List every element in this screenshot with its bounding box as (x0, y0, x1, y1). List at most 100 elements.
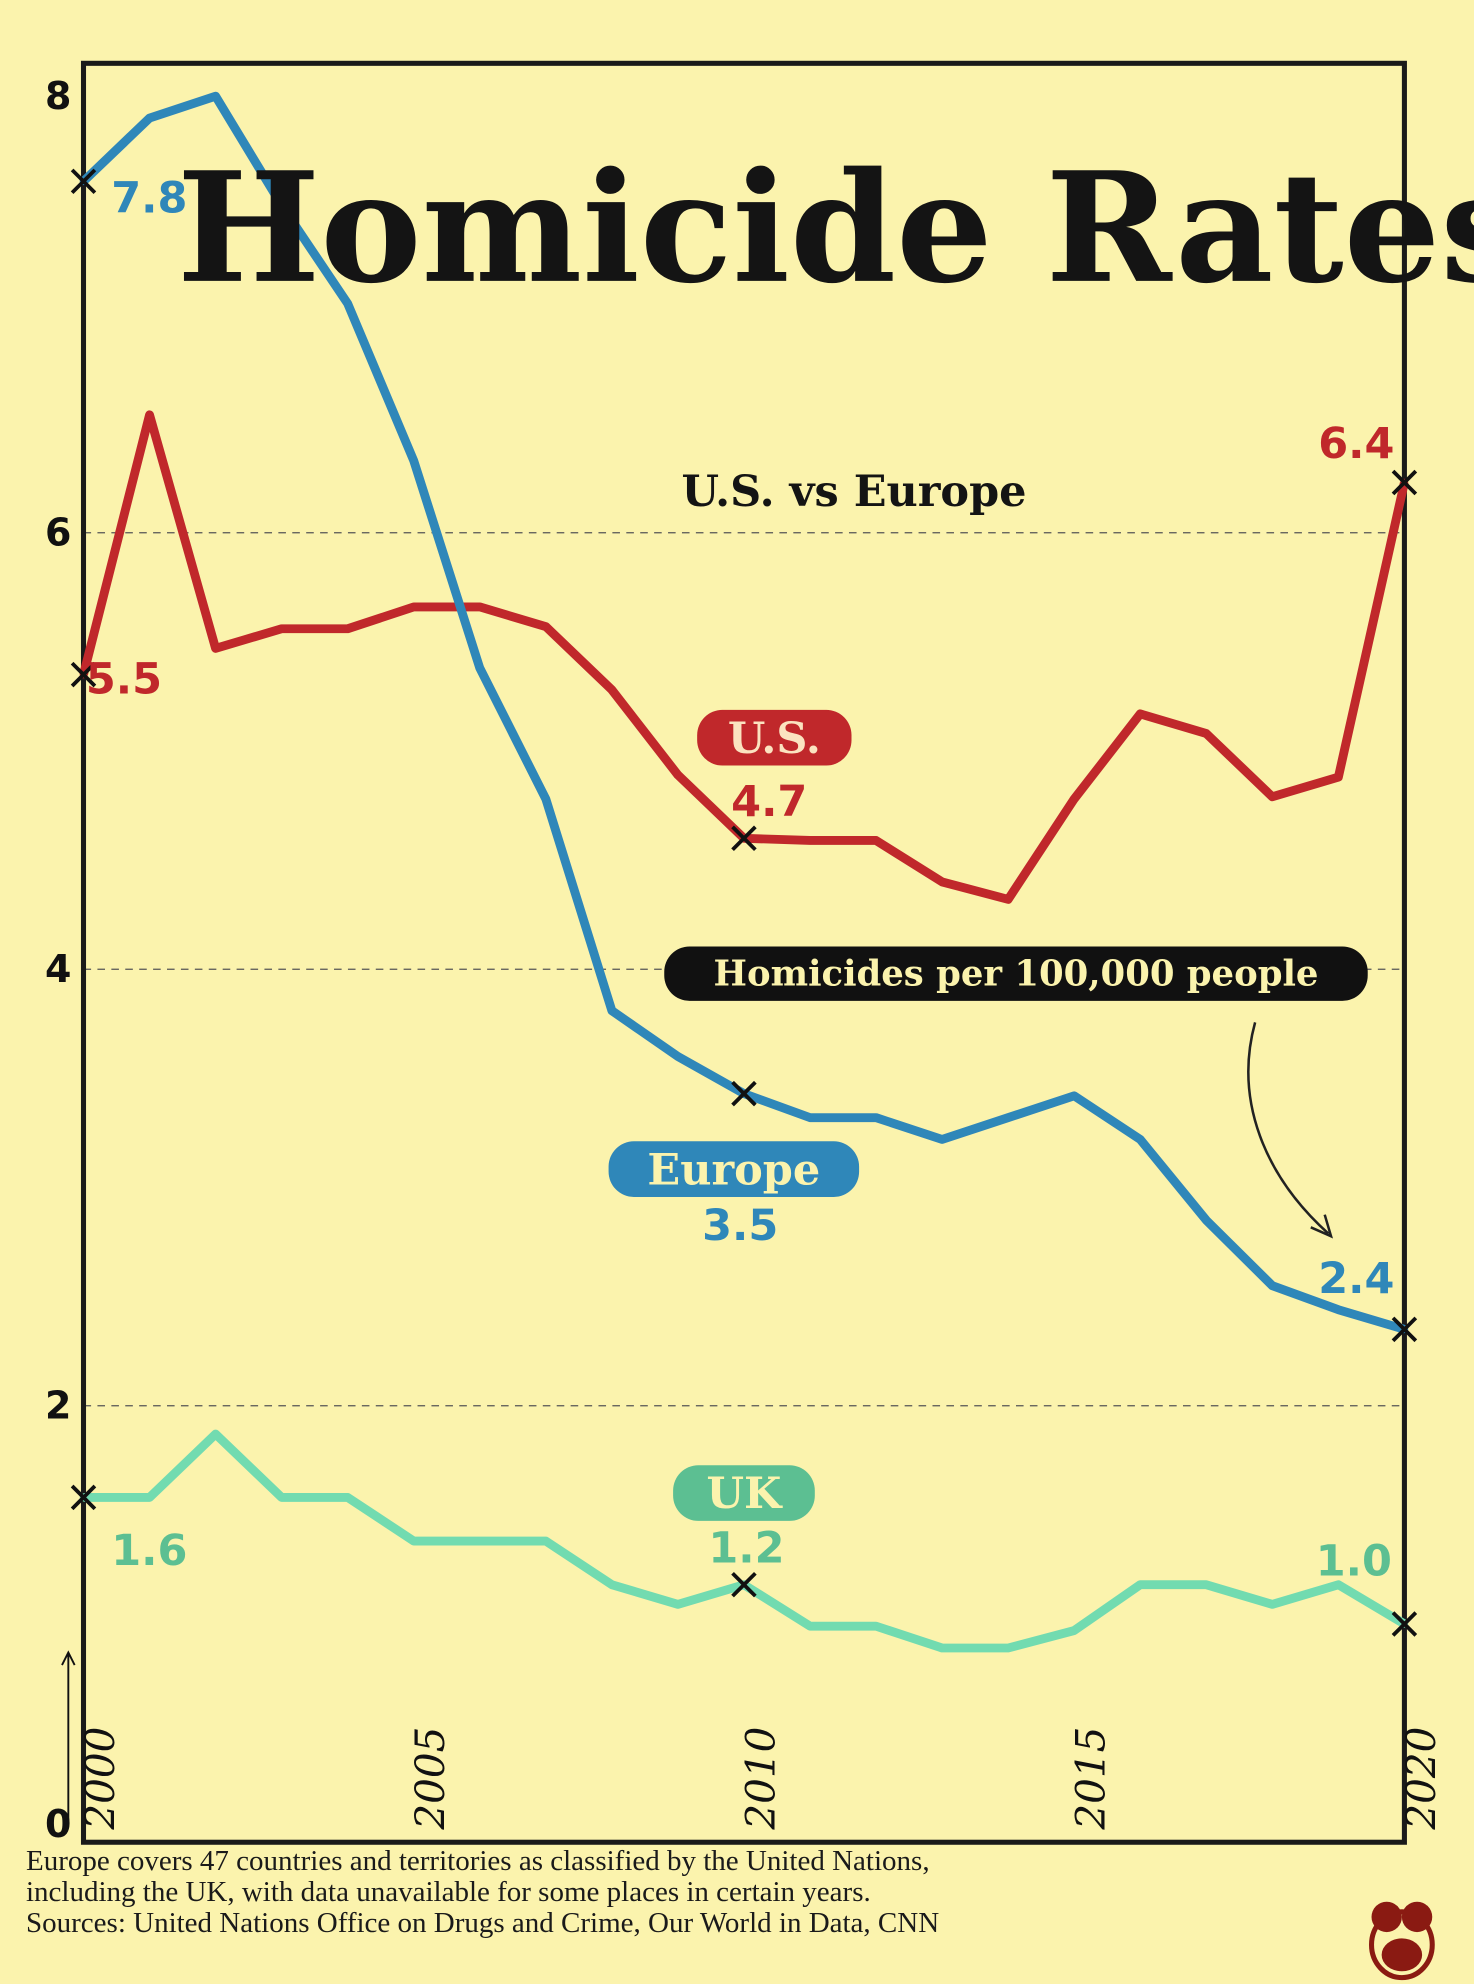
y-tick-label: 6 (45, 510, 71, 554)
data-point (211, 92, 220, 101)
data-point (145, 1493, 154, 1502)
data-point (409, 456, 418, 465)
unit-label: Homicides per 100,000 people (714, 954, 1319, 995)
x-marker-icon (1391, 1316, 1418, 1343)
data-point (475, 664, 484, 672)
series-badge (697, 709, 852, 766)
data-point (542, 1537, 550, 1545)
data-point (608, 1580, 616, 1589)
data-label: 1.2 (708, 1524, 784, 1574)
x-marker-icon (1391, 469, 1418, 496)
data-point (938, 1644, 946, 1652)
footnote-line: Sources: United Nations Office on Drugs … (26, 1907, 940, 1939)
y-tick-label: 2 (45, 1383, 71, 1427)
data-point (475, 1537, 484, 1545)
series-name-label: UK (707, 1469, 783, 1519)
chart-title: Homicide Rates: (177, 138, 1474, 317)
series-badge (673, 1465, 815, 1521)
data-label: 3.5 (702, 1201, 778, 1251)
data-point (1268, 793, 1277, 801)
axes: 0 2 4 6 8 2000 2005 2010 2015 2020 (45, 60, 1445, 1846)
x-tick-label: 2020 (1397, 1727, 1445, 1831)
x-tick-label: 2000 (76, 1727, 124, 1831)
data-label: 4.7 (731, 777, 807, 827)
x-tick-label: 2005 (406, 1727, 454, 1831)
data-point (1070, 795, 1078, 803)
data-point (806, 1622, 814, 1630)
x-marker-icon (70, 661, 97, 688)
y-tick-label: 4 (45, 947, 71, 991)
data-point (674, 771, 682, 779)
data-point (938, 1135, 946, 1144)
data-label: 1.0 (1316, 1536, 1392, 1586)
chart-subtitle: U.S. vs Europe (682, 467, 1027, 517)
data-point (1334, 773, 1343, 781)
x-marker-icon (731, 825, 757, 852)
plot-frame (80, 60, 1407, 1845)
data-point (277, 1493, 286, 1502)
series-badge (608, 1141, 860, 1197)
data-point (542, 622, 550, 631)
data-point (608, 1006, 616, 1015)
data-point (277, 624, 286, 633)
data-point (1004, 1644, 1012, 1652)
unit-badge: Homicides per 100,000 people (664, 946, 1368, 1001)
data-point (872, 836, 880, 845)
x-marker-icon (731, 1571, 757, 1598)
data-point (1202, 1216, 1211, 1225)
data-point (145, 114, 154, 122)
data-labels: 5.5 4.7 6.4 U.S. 7.8 3.5 2.4 Europe 1.6 1.2 1.0 UK (86, 174, 1395, 1587)
data-point (409, 603, 418, 611)
data-label: 6.4 (1318, 419, 1394, 469)
arrow-icon (1247, 1022, 1330, 1235)
x-marker-icon (1391, 1611, 1418, 1637)
x-marker-icon (70, 1484, 97, 1511)
data-point (608, 686, 616, 694)
data-point (277, 201, 286, 210)
series-name-label: Europe (647, 1145, 820, 1195)
data-label: 7.8 (111, 174, 187, 224)
data-point (1334, 1580, 1343, 1589)
data-point (674, 1052, 682, 1061)
data-label: 2.4 (1318, 1254, 1394, 1304)
data-point (343, 1493, 352, 1502)
data-point (343, 299, 352, 308)
y-tick-label: 8 (45, 74, 71, 118)
data-point (1070, 1092, 1078, 1100)
data-point (1202, 1580, 1211, 1589)
data-point (1334, 1305, 1343, 1314)
data-point (145, 411, 154, 419)
series-name-label: U.S. (728, 714, 821, 764)
data-point (806, 836, 814, 845)
y-tick-label: 0 (45, 1802, 71, 1846)
data-point (211, 1430, 220, 1438)
data-point (806, 1113, 814, 1122)
data-point (1268, 1600, 1277, 1609)
point-markers (70, 92, 1418, 1652)
data-point (674, 1600, 682, 1609)
data-point (1136, 1135, 1145, 1144)
footnote: Europe covers 47 countries and territori… (26, 1846, 939, 1939)
arrowhead-icon (1310, 1214, 1334, 1239)
data-point (1004, 1113, 1012, 1122)
y-axis-arrow-icon (61, 1650, 76, 1822)
data-point (211, 644, 220, 653)
data-point (409, 1537, 418, 1545)
data-point (1268, 1281, 1277, 1290)
data-point (1070, 1626, 1078, 1635)
data-point (1136, 1580, 1145, 1589)
data-point (872, 1622, 880, 1630)
x-marker-icon (70, 168, 97, 195)
x-tick-label: 2015 (1067, 1727, 1115, 1831)
data-point (1004, 895, 1012, 904)
data-label: 5.5 (86, 654, 162, 704)
data-point (1136, 710, 1145, 718)
data-point (542, 795, 550, 803)
data-point (343, 624, 352, 633)
series-lines (79, 91, 1409, 1653)
data-label: 1.6 (111, 1526, 187, 1576)
footnote-line: Europe covers 47 countries and territori… (26, 1845, 930, 1877)
footnote-line: including the UK, with data unavailable … (26, 1876, 871, 1908)
x-marker-icon (731, 1080, 757, 1107)
